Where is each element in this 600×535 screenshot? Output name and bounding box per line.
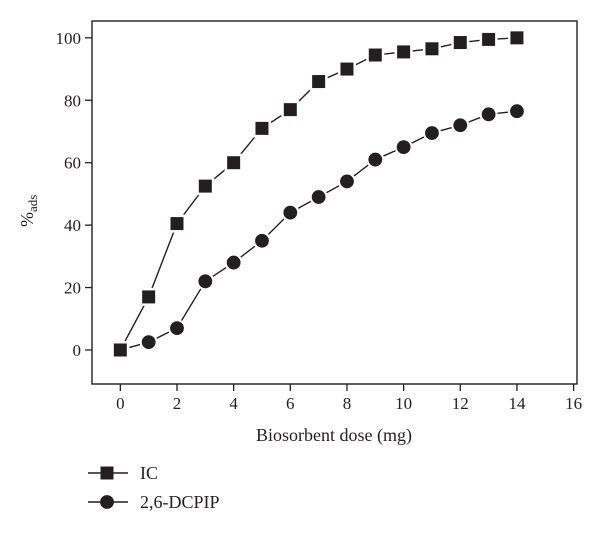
series-ic	[111, 28, 526, 359]
square-marker	[510, 31, 524, 45]
square-marker	[113, 343, 127, 357]
circle-marker	[283, 205, 298, 220]
y-tick-label: 80	[64, 91, 81, 110]
x-tick-label: 16	[565, 394, 582, 413]
x-tick-label: 10	[395, 394, 412, 413]
y-axis-title-sub: ads	[25, 195, 40, 212]
circle-marker	[100, 495, 114, 509]
y-tick-label: 100	[56, 29, 82, 48]
circle-marker	[170, 321, 184, 336]
x-tick-label: 6	[286, 394, 295, 413]
square-marker	[170, 217, 184, 231]
circle-marker	[141, 335, 156, 350]
circle-marker	[198, 274, 213, 289]
square-marker	[397, 45, 411, 59]
y-tick-label: 20	[64, 279, 81, 298]
legend-item-ic: IC	[87, 462, 220, 484]
legend-marker-circle-icon	[88, 495, 128, 509]
square-marker	[198, 179, 212, 193]
square-marker	[100, 466, 114, 480]
square-marker	[482, 32, 496, 46]
x-tick-label: 12	[452, 394, 469, 413]
circle-marker	[510, 104, 524, 119]
circle-marker	[311, 190, 326, 204]
x-axis: 0 2 4 6 8 10 12 14 16	[116, 384, 582, 413]
square-marker	[425, 42, 439, 56]
x-tick-label: 4	[229, 394, 238, 413]
y-axis: 0 20 40 60 80 100	[56, 29, 92, 360]
y-axis-title-main: %	[17, 212, 37, 227]
circle-marker	[481, 107, 496, 122]
square-marker	[227, 156, 241, 170]
square-marker	[255, 121, 269, 135]
chart-legend: IC 2,6-DCPIP	[87, 462, 220, 513]
square-marker	[142, 290, 156, 304]
plot-border	[91, 20, 578, 385]
legend-label: IC	[140, 463, 158, 483]
circle-marker	[226, 255, 241, 270]
x-tick-label: 2	[173, 394, 182, 413]
x-tick-label: 0	[116, 394, 125, 413]
y-tick-label: 0	[73, 341, 82, 360]
square-marker	[368, 48, 382, 62]
circle-marker	[255, 233, 269, 248]
square-marker	[453, 36, 467, 50]
x-tick-label: 14	[508, 394, 526, 413]
circle-marker	[340, 174, 354, 189]
x-axis-title: Biosorbent dose (mg)	[256, 425, 412, 446]
y-tick-label: 60	[64, 154, 81, 173]
circle-marker	[425, 126, 439, 140]
circle-marker	[396, 140, 411, 154]
legend-item-2-6-dcpip: 2,6-DCPIP	[87, 491, 220, 513]
legend-label: 2,6-DCPIP	[140, 492, 220, 512]
circle-marker	[368, 152, 383, 167]
square-marker	[312, 75, 326, 89]
square-marker	[283, 103, 297, 117]
square-marker	[340, 62, 354, 76]
circle-marker	[453, 118, 468, 133]
data-series	[111, 28, 526, 359]
y-axis-title: %ads	[17, 195, 40, 227]
legend-marker-square-icon	[88, 466, 128, 480]
x-tick-label: 8	[343, 394, 352, 413]
y-tick-label: 40	[64, 216, 81, 235]
